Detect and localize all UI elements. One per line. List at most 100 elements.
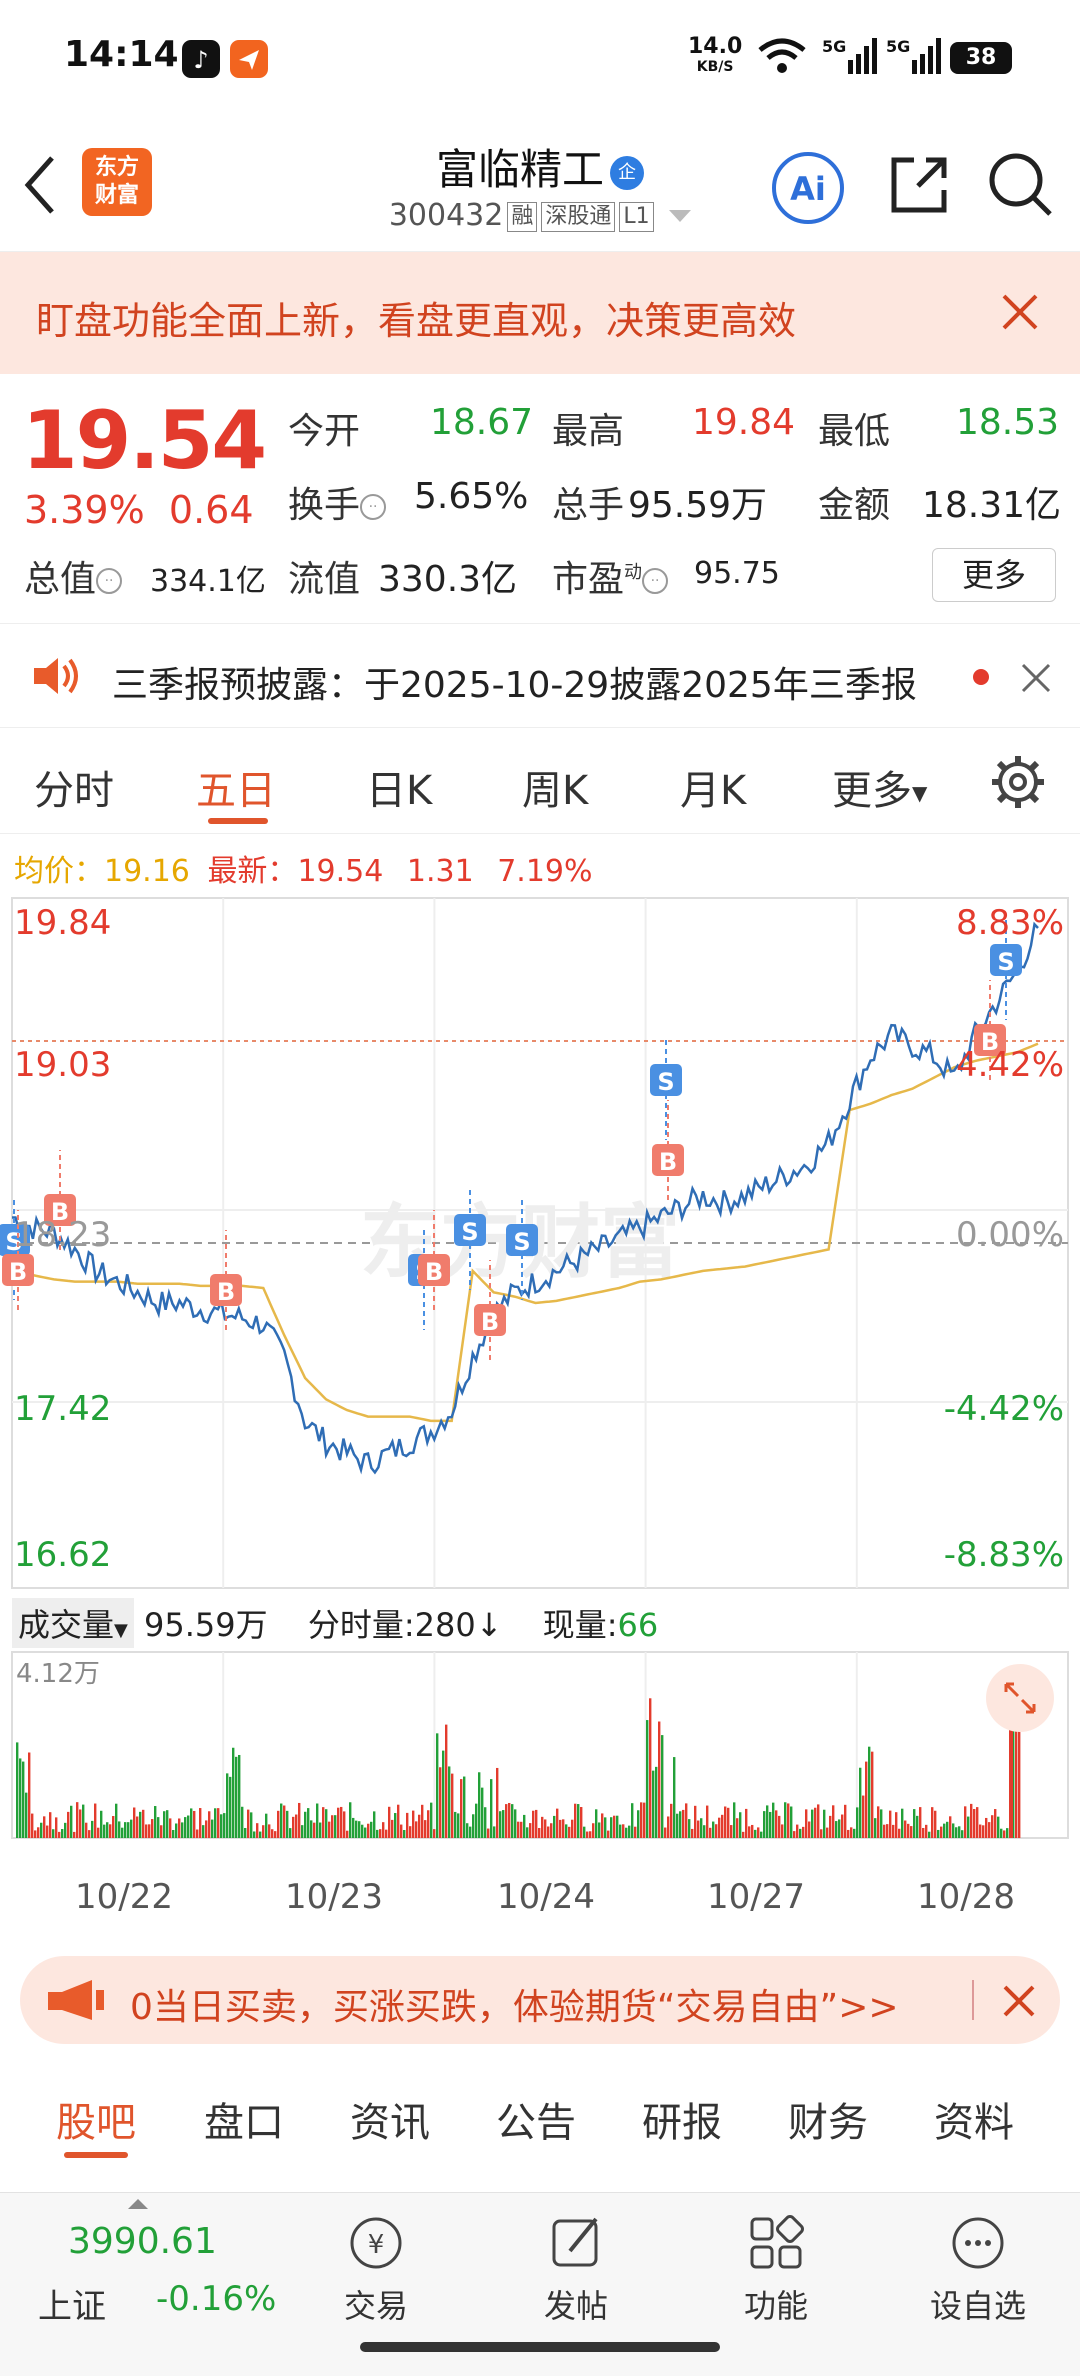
volume-bar — [139, 1811, 142, 1838]
turnover-label[interactable]: 换手 ·· — [288, 476, 387, 528]
volume-bar — [229, 1776, 232, 1838]
tab-intraday[interactable]: 分时 — [34, 768, 114, 814]
futures-banner[interactable]: 0当日买卖，买涨买跌，体验期货“交易自由”>> — [20, 1956, 1060, 2044]
avg-line — [11, 1042, 1039, 1423]
net-speed-value: 14.0 — [688, 34, 743, 59]
volume-bar — [883, 1824, 886, 1838]
edit-icon — [552, 2217, 598, 2267]
volume-bar — [940, 1826, 943, 1838]
notice-bar[interactable]: 三季报预披露：于2025-10-29披露2025年三季报 — [0, 624, 1080, 728]
bottom-nav: 3990.61 上证 -0.16% ¥ 交易 发帖 功能 设自选 — [0, 2192, 1080, 2376]
volume-bar — [223, 1813, 226, 1838]
turnover-label-text: 换手 — [288, 485, 361, 526]
volume-bar — [91, 1820, 94, 1838]
tab-monthly-k[interactable]: 月K — [680, 768, 747, 814]
volume-bar — [37, 1827, 40, 1838]
float-value: 330.3亿 — [378, 559, 518, 600]
close-icon[interactable] — [1000, 292, 1040, 332]
volume-bar — [910, 1826, 913, 1838]
volume-bar — [955, 1827, 958, 1838]
tab-announcements[interactable]: 公告 — [496, 2100, 576, 2146]
volume-bar — [337, 1807, 340, 1838]
volume-bar — [226, 1773, 229, 1838]
nav-add-watchlist[interactable]: 设自选 — [908, 2213, 1048, 2327]
period-tabs: 分时 五日 日K 周K 月K 更多▼ — [0, 728, 1080, 834]
close-icon[interactable] — [1020, 662, 1052, 694]
volume-bar — [739, 1812, 742, 1838]
close-icon[interactable] — [1002, 1984, 1036, 2018]
tab-pankou[interactable]: 盘口 — [204, 2100, 284, 2146]
high-value: 19.84 — [692, 402, 796, 443]
tab-research[interactable]: 研报 — [642, 2100, 722, 2146]
expand-button[interactable] — [986, 1664, 1054, 1732]
tab-daily-k[interactable]: 日K — [366, 768, 433, 814]
volume-bar — [856, 1807, 859, 1838]
marker-label: B — [481, 1308, 499, 1336]
caret-down-icon: ▼ — [912, 781, 928, 805]
ai-button[interactable]: Ai — [770, 150, 846, 226]
pe-label[interactable]: 市盈动 ·· — [552, 550, 669, 602]
y-left-label: 18.23 — [14, 1215, 111, 1255]
volume-bar — [457, 1813, 460, 1838]
nav-function[interactable]: 功能 — [706, 2213, 846, 2327]
marker-label: S — [997, 948, 1014, 976]
tab-guba[interactable]: 股吧 — [56, 2100, 136, 2146]
volume-bar — [415, 1821, 418, 1838]
volume-bar — [673, 1757, 676, 1838]
volume-bar — [106, 1822, 109, 1838]
volume-indicator-select[interactable]: 成交量▼ — [12, 1598, 134, 1648]
tab-more[interactable]: 更多▼ — [832, 758, 927, 816]
volume-bar — [907, 1823, 910, 1838]
volume-bar — [703, 1825, 706, 1838]
volume-bar — [877, 1806, 880, 1838]
index-ticker[interactable]: 3990.61 上证 -0.16% — [20, 2193, 276, 2343]
volume-bar — [496, 1767, 499, 1838]
tab-five-day[interactable]: 五日 — [196, 768, 276, 814]
volume-bar — [727, 1807, 730, 1838]
volume-bar — [601, 1813, 604, 1838]
y-right-label: -4.42% — [944, 1389, 1064, 1429]
send-app-icon — [230, 40, 268, 78]
mktcap-label[interactable]: 总值 ·· — [24, 550, 123, 602]
promo-bar[interactable]: 盯盘功能全面上新，看盘更直观，决策更高效 — [0, 252, 1080, 374]
status-time: 14:14 — [64, 34, 179, 75]
info-tabs: 股吧 盘口 资讯 公告 研报 财务 资料 — [0, 2060, 1080, 2180]
open-value: 18.67 — [430, 402, 534, 443]
volume-bar — [421, 1804, 424, 1838]
share-icon[interactable] — [884, 150, 954, 220]
tab-finance[interactable]: 财务 — [788, 2100, 868, 2146]
volume-bar — [25, 1792, 28, 1838]
amount-value: 18.31亿 — [922, 485, 1062, 526]
volume-bar — [61, 1829, 64, 1838]
tab-weekly-k[interactable]: 周K — [522, 768, 589, 814]
nav-trade[interactable]: ¥ 交易 — [306, 2213, 446, 2327]
volume-bar — [445, 1724, 448, 1838]
volume-bar — [40, 1822, 43, 1838]
stock-code: 300432 — [388, 198, 504, 233]
eastmoney-logo[interactable]: 东方 财富 — [82, 148, 152, 216]
volume-bar — [217, 1808, 220, 1838]
volume-label: 总手 — [552, 485, 625, 526]
tab-news[interactable]: 资讯 — [350, 2100, 430, 2146]
volume-bar — [541, 1816, 544, 1838]
search-icon[interactable] — [986, 150, 1056, 220]
volume-bar — [934, 1810, 937, 1838]
volume-bar — [376, 1829, 379, 1838]
stock-subtitle[interactable]: 300432 融深股通 L1 — [0, 198, 1080, 233]
back-arrow-icon[interactable] — [20, 150, 60, 220]
tab-profile[interactable]: 资料 — [934, 2100, 1014, 2146]
wifi-icon — [758, 38, 806, 73]
volume-bars — [16, 1670, 1021, 1838]
volume-bar — [220, 1814, 223, 1838]
volume-bar — [535, 1809, 538, 1838]
home-indicator[interactable] — [360, 2342, 720, 2352]
amount-label: 金额 — [818, 485, 891, 526]
volume-bar — [916, 1815, 919, 1838]
nav-post[interactable]: 发帖 — [506, 2213, 646, 2327]
net-speed-unit: KB/S — [696, 59, 734, 75]
volume-bar — [373, 1811, 376, 1838]
volume-vertical-grid — [222, 1652, 858, 1838]
settings-gear-icon[interactable] — [990, 754, 1046, 810]
more-button[interactable]: 更多 — [932, 548, 1056, 602]
